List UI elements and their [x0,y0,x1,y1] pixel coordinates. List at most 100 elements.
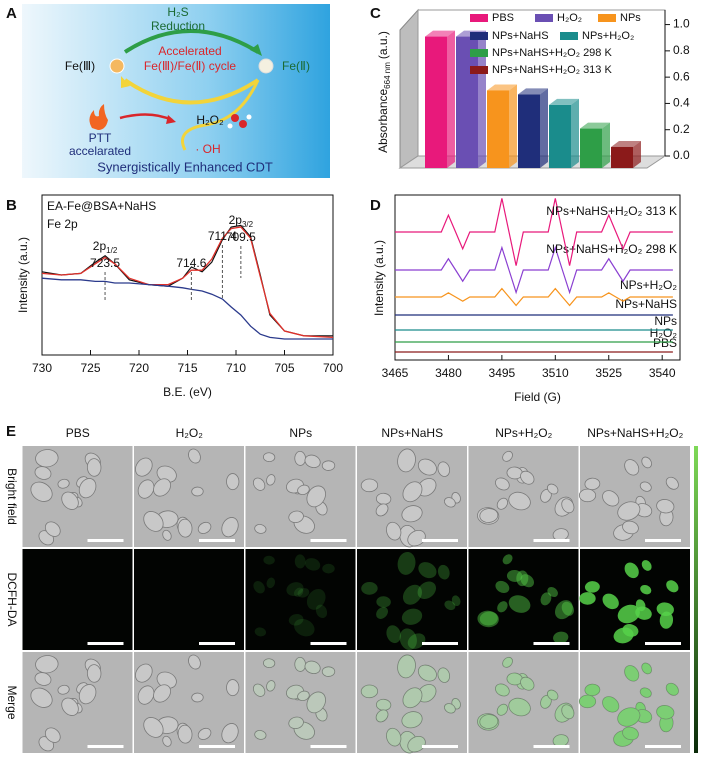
x-tick-label: 3510 [542,366,569,380]
legend-swatch [470,14,488,22]
molecule-icon [246,114,252,120]
cell-fluorescence [502,554,513,565]
scale-bar [533,539,570,542]
cell [252,683,266,697]
cell-fluorescence [254,627,267,637]
cell-fluorescence [304,661,321,674]
cell-fluorescence [266,680,276,692]
cell-fluorescence [659,611,674,629]
cell-fluorescence [666,683,679,696]
cell [44,727,61,743]
cell-fluorescence [547,587,558,598]
cell-fluorescence [386,728,401,747]
label: accelarated [69,144,131,158]
cell-fluorescence [656,602,674,616]
cell [602,490,620,507]
row-label: Bright field [5,468,19,525]
cell [444,703,456,714]
peak-label: 723.5 [90,256,120,270]
cell [502,450,513,462]
cell [578,488,597,503]
panel-label: D [370,197,381,214]
micrograph [245,446,356,547]
trace-label: NPs [654,314,677,328]
y-axis-title-sub: 664 nm [383,62,392,89]
cell [137,479,155,499]
bar-top [611,140,641,147]
cell-fluorescence [516,570,529,587]
cell-fluorescence [508,698,531,716]
cell [78,478,97,499]
cell-fluorescence [254,730,267,740]
spectrum-line [41,277,333,340]
cell [44,521,61,537]
cell-fluorescence [547,690,558,701]
x-tick-label: 3540 [649,366,676,380]
cell-fluorescence [584,684,600,696]
cell [407,735,426,753]
molecule-icon [231,114,239,122]
cell [188,654,201,670]
scale-bar [645,745,681,748]
label: Fe(Ⅲ)/Fe(Ⅱ) cycle [144,59,237,73]
cell-fluorescence [293,587,304,597]
micrograph [134,549,244,650]
scale-bar [199,642,235,645]
cell-fluorescence [624,665,639,682]
cell [495,683,510,697]
x-axis-title: B.E. (eV) [163,385,212,399]
plot-frame [394,194,681,361]
cell [397,654,416,679]
cell [30,481,53,502]
cell-fluorescence [561,601,574,616]
cell-fluorescence [656,705,674,719]
cell-fluorescence [495,580,510,594]
cell-fluorescence [451,595,461,607]
column-header: NPs [289,426,312,440]
label: Accelerated [158,44,221,58]
cell-fluorescence [376,606,389,619]
bar-side [447,30,455,169]
legend-label: NPs [620,12,641,24]
cell [375,503,389,517]
cell-fluorescence [418,562,437,579]
bar-side [540,88,548,168]
micrograph [22,446,133,547]
x-tick-label: 700 [323,361,343,375]
cell-fluorescence [624,562,639,579]
cell [360,478,379,493]
cell [86,458,102,477]
cell [502,656,513,668]
cell-fluorescence [622,727,639,740]
cell-fluorescence [376,596,391,608]
peak-label: 711.4 [208,229,237,243]
cell [375,709,389,723]
iron-ion [109,58,125,74]
scale-bar [422,539,458,542]
cell [624,459,640,476]
panel-label: B [6,197,17,214]
cell [162,529,172,541]
arrowhead [250,44,262,56]
cell [496,497,509,510]
peak-name-text: 2p [93,239,107,253]
cell-fluorescence [520,574,535,588]
cell [402,687,423,709]
x-tick-label: 3525 [595,366,622,380]
cell-fluorescence [294,657,306,672]
cell [304,660,321,674]
arrow [123,29,260,54]
cell [617,501,641,521]
scale-bar [199,745,235,748]
cell [262,452,276,462]
scale-bar [533,745,570,748]
cell-fluorescence [297,691,310,701]
column-header: NPs+NaHS [381,426,443,440]
cell-fluorescence [579,695,596,708]
cell-fluorescence [407,736,426,752]
trace-label: NPs+NaHS [615,297,677,311]
bar [425,36,447,169]
plot-frame [41,194,334,356]
scale-bar [422,745,458,748]
